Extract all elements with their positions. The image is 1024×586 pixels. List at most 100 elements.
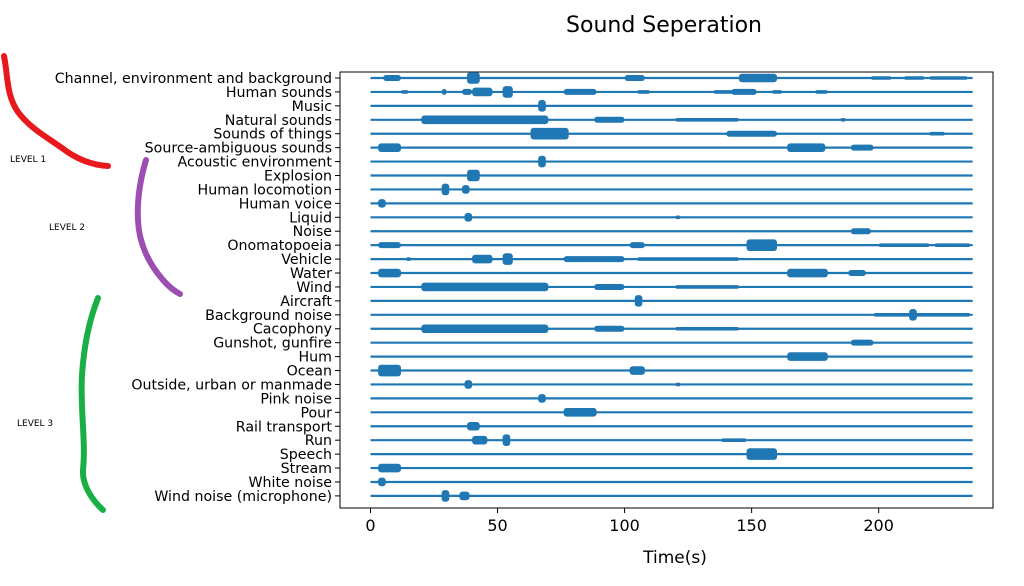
event-channel-environment-and-background-6 (929, 76, 968, 80)
y-tick-label-wind: Wind (296, 280, 332, 296)
event-pink-noise-0 (538, 394, 546, 403)
event-channel-environment-and-background-1 (467, 72, 480, 84)
y-tick-label-hum: Hum (299, 350, 332, 366)
level-2-bracket (134, 157, 183, 297)
y-tick-label-channel-environment-and-background: Channel, environment and background (55, 71, 332, 87)
event-water-0 (378, 268, 401, 278)
event-natural-sounds-1 (594, 116, 625, 123)
y-tick-label-stream: Stream (281, 461, 332, 477)
x-tick-label-150: 150 (736, 516, 767, 535)
event-music-0 (538, 100, 546, 112)
event-channel-environment-and-background-3 (738, 73, 778, 83)
event-vehicle-4 (637, 257, 739, 261)
y-tick-label-run: Run (305, 433, 332, 449)
event-vehicle-1 (472, 254, 493, 264)
event-channel-environment-and-background-4 (871, 76, 892, 80)
event-human-sounds-1 (441, 88, 447, 95)
x-axis-ticks: 0 50 100 150 200 (365, 508, 894, 535)
event-speech-0 (746, 448, 778, 460)
y-tick-label-music: Music (292, 99, 332, 115)
event-sounds-of-things-2 (929, 131, 945, 136)
event-noise-0 (850, 228, 872, 235)
event-background-noise-0 (873, 313, 971, 317)
y-tick-label-pour: Pour (300, 405, 332, 421)
event-water-2 (848, 270, 866, 277)
event-human-sounds-2 (461, 88, 473, 95)
event-wind-noise-microphone-1 (459, 491, 470, 501)
event-pour-0 (563, 408, 597, 417)
y-tick-label-source-ambiguous-sounds: Source-ambiguous sounds (145, 141, 332, 157)
event-wind-1 (594, 283, 625, 290)
x-tick-label-100: 100 (609, 516, 640, 535)
y-tick-label-gunshot-gunfire: Gunshot, gunfire (213, 336, 332, 352)
event-cacophony-0 (421, 324, 549, 334)
event-acoustic-environment-0 (538, 155, 546, 168)
y-tick-label-speech: Speech (280, 447, 332, 463)
event-liquid-0 (464, 213, 473, 222)
event-channel-environment-and-background-0 (383, 75, 401, 81)
y-tick-label-cacophony: Cacophony (253, 322, 332, 338)
event-wind-2 (675, 285, 739, 289)
y-tick-label-background-noise: Background noise (205, 308, 332, 324)
chart-title: Sound Seperation (566, 13, 762, 38)
event-run-2 (721, 438, 747, 442)
y-tick-label-vehicle: Vehicle (281, 252, 332, 268)
event-human-sounds-10 (815, 90, 828, 94)
plot-area-frame (339, 71, 994, 509)
y-tick-label-natural-sounds: Natural sounds (225, 113, 332, 129)
level-3-label: LEVEL 3 (17, 419, 53, 429)
event-aircraft-0 (634, 295, 643, 307)
y-tick-label-water: Water (290, 266, 332, 282)
event-human-voice-0 (378, 199, 386, 208)
event-ocean-1 (629, 366, 645, 375)
y-tick-label-sounds-of-things: Sounds of things (213, 127, 332, 143)
event-liquid-1 (675, 215, 681, 220)
event-human-sounds-3 (472, 87, 493, 97)
y-tick-label-white-noise: White noise (249, 475, 333, 491)
level-1-bracket (1, 53, 111, 169)
y-tick-label-onomatopoeia: Onomatopoeia (227, 238, 332, 254)
event-onomatopoeia-3 (878, 243, 930, 247)
event-human-sounds-0 (400, 90, 409, 94)
event-vehicle-2 (502, 253, 513, 265)
level-1-label: LEVEL 1 (10, 155, 46, 165)
event-stream-0 (378, 463, 401, 473)
event-vehicle-0 (406, 257, 412, 261)
event-cacophony-1 (594, 325, 625, 332)
event-gunshot-gunfire-0 (850, 339, 874, 346)
event-onomatopoeia-0 (378, 242, 401, 249)
y-tick-label-wind-noise-microphone: Wind noise (microphone) (154, 489, 332, 505)
event-human-locomotion-1 (461, 185, 470, 194)
event-human-sounds-6 (637, 90, 650, 94)
event-human-sounds-4 (502, 86, 513, 98)
event-background-noise-1 (909, 309, 917, 321)
event-source-ambiguous-sounds-1 (787, 143, 826, 152)
event-wind-0 (421, 282, 549, 292)
event-human-sounds-5 (563, 88, 597, 95)
event-natural-sounds-2 (675, 117, 739, 122)
y-tick-label-aircraft: Aircraft (280, 294, 332, 310)
event-source-ambiguous-sounds-2 (850, 144, 874, 151)
y-axis-ticks: Channel, environment and background Human… (55, 71, 340, 505)
event-natural-sounds-3 (840, 117, 846, 122)
event-human-sounds-8 (731, 88, 757, 95)
y-tick-label-acoustic-environment: Acoustic environment (178, 155, 333, 171)
x-tick-label-0: 0 (365, 516, 375, 535)
event-run-1 (502, 434, 511, 446)
event-run-0 (472, 435, 488, 445)
event-ocean-0 (378, 364, 401, 377)
level-3-bracket (78, 295, 106, 513)
event-hum-0 (787, 352, 828, 361)
y-tick-label-ocean: Ocean (287, 364, 332, 380)
event-sounds-of-things-1 (726, 130, 778, 137)
y-tick-label-human-locomotion: Human locomotion (198, 182, 332, 198)
y-tick-label-noise: Noise (293, 224, 332, 240)
event-rail-transport-0 (467, 421, 480, 431)
event-wind-noise-microphone-0 (441, 490, 450, 502)
event-explosion-0 (467, 169, 480, 182)
x-tick-label-50: 50 (487, 516, 507, 535)
event-tracks (370, 72, 973, 502)
event-channel-environment-and-background-5 (904, 76, 925, 80)
event-channel-environment-and-background-2 (624, 75, 645, 81)
